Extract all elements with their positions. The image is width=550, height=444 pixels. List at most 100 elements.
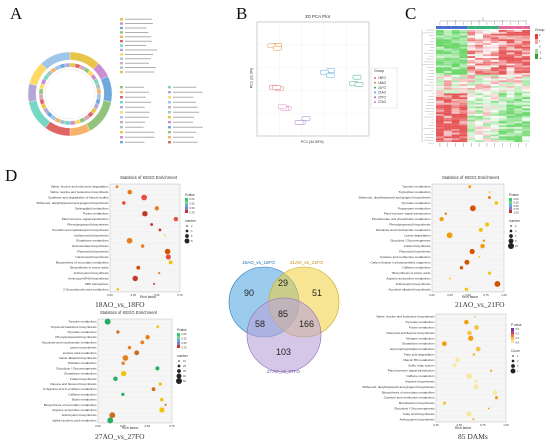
- enrichment-dot: [173, 216, 179, 222]
- legend-swatch: [168, 131, 171, 134]
- legend-text-line: [173, 106, 198, 108]
- venn-label-set3: 27AO_vs_27FO: [267, 369, 300, 374]
- legend-swatch: [120, 44, 123, 47]
- x-tick-label: 0.75: [483, 293, 489, 297]
- size-legend-tick: 6: [515, 234, 517, 238]
- pvalue-scale-step: [185, 204, 188, 207]
- enrichment-dot: [121, 392, 125, 397]
- pvalue-scale-step: [177, 336, 180, 339]
- pathway-label: Phosphonate and phosphinate metabolism: [372, 217, 431, 221]
- pca-point: [278, 104, 287, 110]
- heatmap-scale-tick: -1: [539, 50, 542, 54]
- pathway-label: Plant hormone signal transduction: [62, 217, 109, 221]
- legend-text-line: [125, 67, 156, 68]
- enrichment-dot: [442, 341, 447, 347]
- pca-xlabel: PC1 (44.55%): [301, 140, 324, 144]
- legend-swatch: [168, 141, 171, 144]
- enrichment-dot: [107, 417, 114, 424]
- pathway-label: Caffeine metabolism: [406, 374, 435, 378]
- pathway-label: Glutathione metabolism: [402, 342, 435, 346]
- pathway-label: Biosynthesis of amino acids: [392, 271, 431, 275]
- pvalue-scale-step: [509, 210, 512, 213]
- size-legend-tick: 30: [183, 369, 186, 373]
- enrichment-dot: [163, 234, 166, 237]
- kegg-title-2: Statistics of KEGG Enrichment: [442, 175, 500, 180]
- pathway-label: Tyrosine metabolism: [68, 320, 97, 324]
- pathway-label: Anthocyanin biosynthesis: [400, 417, 435, 421]
- legend-text-line: [125, 36, 152, 38]
- x-tick-label: 0.25: [433, 423, 439, 427]
- pvalue-scale-step: [511, 331, 514, 334]
- enrichment-dot: [122, 355, 129, 361]
- pvalue-scale-step: [509, 204, 512, 207]
- enrichment-dot: [459, 266, 464, 270]
- enrichment-dot: [444, 212, 448, 215]
- pvalue-tick: 0.25: [190, 202, 196, 206]
- legend-swatch: [120, 35, 123, 38]
- size-legend-dot: [509, 234, 513, 238]
- pvalue-tick: 0.75: [182, 346, 188, 350]
- pca-legend-label: 27FO: [378, 95, 386, 99]
- caption-85: 85 DAMs: [458, 432, 488, 441]
- pca-legend-dot: [374, 96, 376, 99]
- kegg-xlabel-2: Rich factor: [462, 295, 479, 299]
- heatmap-scale-step: [535, 39, 538, 44]
- pca-point: [354, 82, 364, 87]
- pathway-label: Synthesis and degradation of ketone bodi…: [48, 196, 109, 200]
- size-legend-tick: 3: [517, 364, 519, 368]
- pathway-label: Sulfur relay system: [408, 363, 435, 367]
- enrichment-dot: [159, 407, 165, 413]
- enrichment-dot: [127, 345, 132, 350]
- pathway-label: Tyrosine metabolism: [402, 185, 431, 189]
- panel-a-figure: [20, 10, 220, 160]
- pca-legend-title: Group: [374, 69, 384, 73]
- pca-legend-label: 27AO: [378, 100, 387, 104]
- size-legend-dot: [509, 229, 513, 233]
- pca-point: [273, 45, 282, 51]
- pathway-label: Biotin metabolism: [72, 398, 97, 402]
- pca-legend-label: 18FO: [378, 76, 386, 80]
- pathway-label: Vitamin B6 metabolism: [403, 358, 435, 362]
- enrichment-dot: [474, 315, 476, 318]
- pathway-label: Arginine and proline metabolism: [52, 408, 97, 412]
- enrichment-dot: [122, 201, 126, 205]
- pathway-label: Phenylpropanoid biosynthesis: [67, 223, 109, 227]
- legend-text-line: [173, 86, 197, 88]
- legend-swatch: [120, 62, 123, 65]
- enrichment-dot: [487, 196, 491, 199]
- legend-swatch: [120, 116, 123, 119]
- pathway-label: Indole alkaloid biosynthesis: [59, 356, 97, 360]
- pathway-label: Carotenoid biosynthesis: [75, 255, 108, 259]
- pvalue-scale-step: [509, 207, 512, 210]
- size-legend-dot: [508, 238, 514, 244]
- pathway-label: Biosynthesis of amino acids: [70, 266, 109, 270]
- pca-legend-dot: [374, 77, 376, 79]
- enrichment-dot: [132, 275, 138, 282]
- legend-swatch: [120, 48, 123, 52]
- pvalue-scale-step: [511, 337, 514, 340]
- enrichment-dot: [484, 222, 490, 227]
- x-tick-label: 0.25: [120, 424, 126, 428]
- pca-point: [301, 116, 311, 121]
- group-bar-cell: [475, 26, 483, 29]
- pathway-label: Caffeine metabolism: [68, 392, 97, 396]
- size-legend-dot: [510, 225, 512, 227]
- size-legend-tick: 8: [191, 239, 193, 243]
- size-legend-dot: [177, 364, 181, 368]
- enrichment-dot: [140, 244, 145, 248]
- pathway-label: 2-Oxocarboxylic acid metabolism: [63, 287, 109, 291]
- enrichment-dot: [449, 277, 451, 280]
- size-legend-dot: [186, 225, 188, 227]
- pathway-label: Plant hormone signal transduction: [388, 369, 435, 373]
- pathway-label: Stilbenoid, diarylheptanoid and gingerol…: [36, 201, 109, 205]
- enrichment-dot: [466, 411, 472, 417]
- venn-diagram: 18AO_vs_18FO 21AO_vs_21FO 27AO_vs_27FO 9…: [220, 245, 350, 430]
- pvalue-tick: 0.25: [514, 200, 520, 204]
- caption-27: 27AO_vs_27FO: [95, 432, 145, 441]
- heatmap-scale-tick: 1: [539, 39, 541, 43]
- size-legend-tick: 2: [191, 224, 193, 228]
- pathway-label: Glucosinolate biosynthesis: [72, 244, 109, 248]
- pvalue-tick: 0.50: [190, 206, 196, 210]
- enrichment-dot: [442, 401, 446, 405]
- legend-text-line: [173, 96, 194, 98]
